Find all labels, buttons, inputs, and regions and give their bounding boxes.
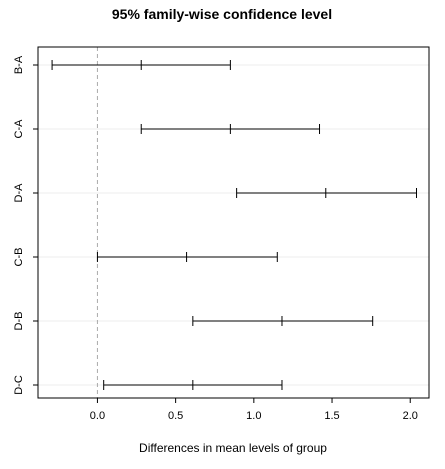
- interval-C-B: [96, 252, 278, 262]
- y-tick-label-D-C: D-C: [13, 375, 25, 395]
- x-tick-label-4: 2.0: [403, 410, 418, 422]
- gridlines: [38, 64, 429, 386]
- x-axis-label: Differences in mean levels of group: [139, 441, 327, 455]
- x-tick-label-1: 0.5: [168, 410, 183, 422]
- interval-D-A: [236, 188, 417, 198]
- y-axis: B-A C-A D-A C-B D-B D-C: [13, 55, 38, 395]
- interval-C-A: [140, 124, 321, 134]
- interval-D-B: [192, 316, 374, 326]
- plot-frame: [37, 46, 430, 399]
- x-tick-label-3: 1.5: [324, 410, 339, 422]
- x-tick-label-2: 1.0: [246, 410, 261, 422]
- chart-title: 95% family-wise confidence level: [112, 6, 332, 22]
- y-tick-label-C-B: C-B: [13, 248, 25, 267]
- y-tick-label-D-A: D-A: [13, 183, 25, 203]
- y-tick-label-C-A: C-A: [13, 119, 25, 139]
- interval-B-A: [51, 60, 231, 70]
- x-axis: 0.0 0.5 1.0 1.5 2.0: [90, 398, 418, 422]
- interval-D-C: [103, 380, 283, 390]
- y-tick-label-B-A: B-A: [13, 55, 25, 74]
- confidence-intervals: [51, 60, 417, 390]
- x-tick-label-0: 0.0: [90, 410, 105, 422]
- y-tick-label-D-B: D-B: [13, 312, 25, 331]
